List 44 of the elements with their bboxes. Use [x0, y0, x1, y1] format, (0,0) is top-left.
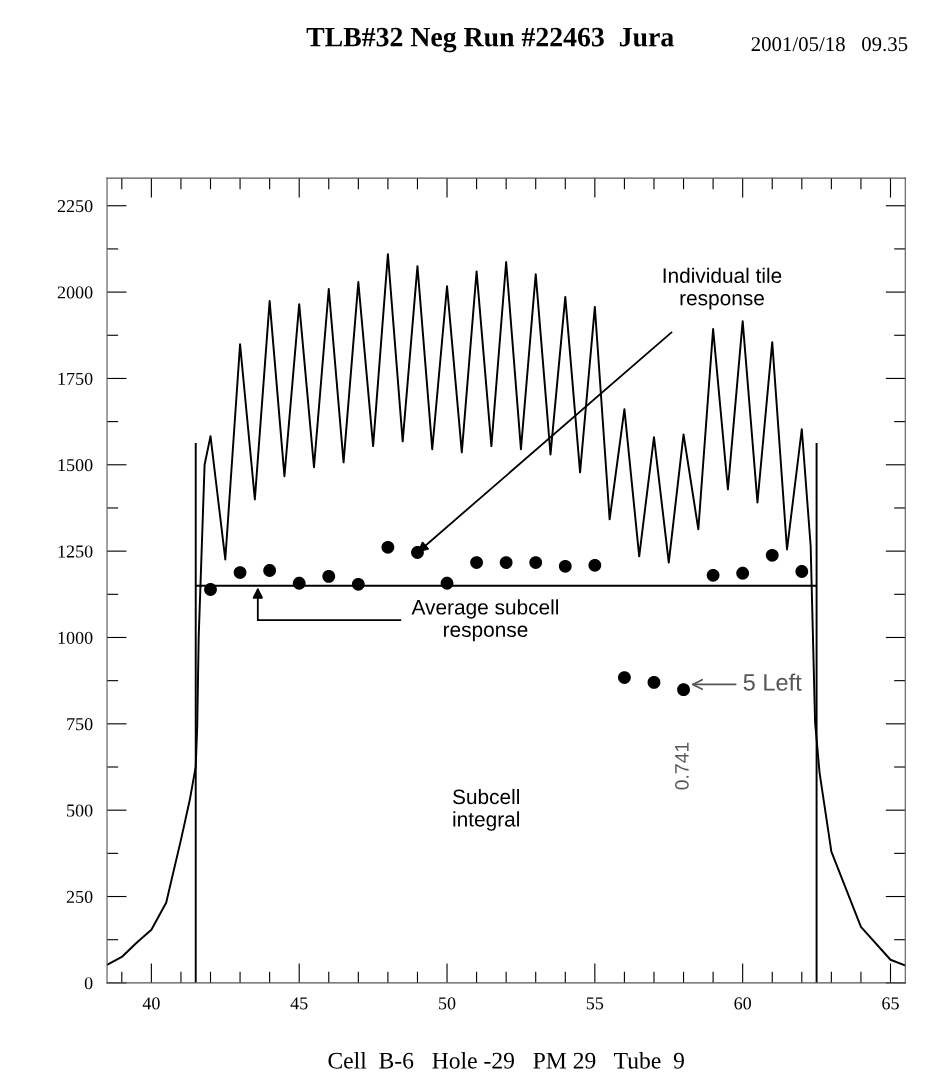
point [351, 577, 365, 591]
point [795, 565, 809, 578]
y-tick-label: 1750 [58, 372, 93, 385]
point [558, 559, 572, 573]
annotation: 5 Left [743, 673, 802, 691]
annotation: 0.741 [674, 742, 689, 790]
x-tick-label: 45 [290, 997, 308, 1010]
point [322, 569, 336, 583]
point [263, 564, 277, 577]
point [677, 683, 690, 697]
annotation: Subcell integral [452, 788, 519, 831]
point [588, 558, 602, 572]
y-tick-label: 750 [67, 718, 93, 731]
y-tick-label: 1500 [58, 459, 93, 472]
point [470, 556, 483, 569]
x-tick-label: 60 [734, 997, 752, 1010]
y-tick-label: 1250 [58, 545, 93, 558]
point [736, 566, 750, 580]
point [529, 556, 543, 569]
point [204, 583, 217, 596]
point [381, 540, 395, 554]
point [706, 568, 720, 582]
x-tick-label: 50 [439, 997, 456, 1010]
point [233, 566, 247, 579]
x-tick-label: 40 [142, 997, 160, 1010]
point [647, 675, 661, 689]
y-tick-label: 500 [67, 804, 93, 817]
x-tick-label: 65 [882, 997, 899, 1010]
y-tick-label: 250 [66, 890, 93, 903]
text: 2001/05/18 09.35 [751, 37, 908, 52]
point [440, 576, 454, 590]
point [765, 548, 779, 562]
x-tick-label: 55 [586, 997, 604, 1010]
point [499, 556, 513, 569]
y-tick-label: 2000 [57, 286, 93, 299]
y-tick-label: 1000 [58, 631, 93, 644]
chart-title: TLB#32 Neg Run #22463 Jura [306, 27, 674, 53]
point [292, 576, 306, 590]
annotation: Individual tile response [663, 267, 782, 310]
y-tick-label: 0 [84, 977, 93, 990]
annotation: Average subcell response [411, 599, 559, 642]
x-axis-title: Cell B-6 Hole -29 PM 29 Tube 9 [328, 1052, 684, 1069]
point [618, 671, 631, 684]
y-tick-label: 2250 [57, 200, 93, 213]
